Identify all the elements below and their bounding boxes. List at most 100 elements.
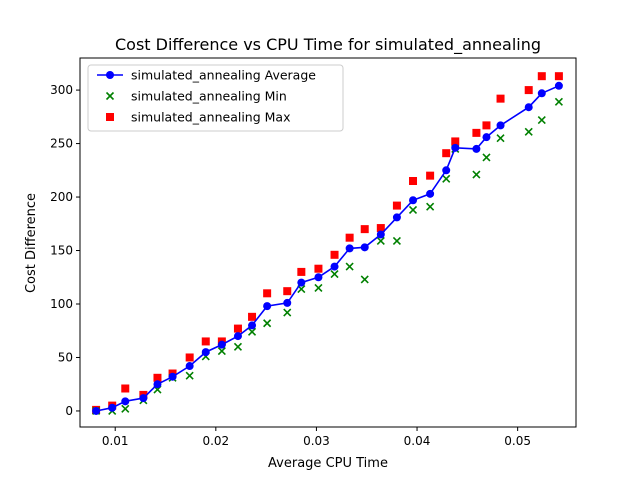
- min-point: [263, 319, 272, 328]
- average-point: [108, 403, 117, 412]
- average-point: [472, 144, 481, 153]
- x-marker-stroke: [283, 308, 292, 317]
- y-axis-label: Cost Difference: [24, 193, 39, 293]
- y-tick-label: 250: [50, 137, 73, 151]
- legend-label: simulated_annealing Min: [131, 89, 287, 104]
- min-point: [217, 346, 226, 356]
- max-point: [426, 171, 435, 180]
- max-point: [554, 72, 563, 81]
- max-point: [392, 201, 401, 210]
- max-point: [345, 233, 354, 242]
- min-point: [472, 170, 481, 179]
- average-point: [554, 81, 563, 90]
- x-marker-stroke: [217, 346, 226, 356]
- y-tick-label: 200: [50, 190, 73, 204]
- y-tick-label: 50: [58, 350, 73, 364]
- min-point: [524, 127, 533, 136]
- x-marker-stroke: [263, 319, 272, 328]
- legend-entry: simulated_annealing Min: [105, 89, 287, 104]
- min-point: [376, 236, 385, 245]
- average-point: [248, 321, 257, 330]
- y-tick-label: 0: [65, 404, 73, 418]
- average-point: [482, 133, 491, 142]
- min-point: [392, 236, 401, 245]
- average-point: [233, 332, 242, 341]
- max-point: [283, 287, 292, 296]
- x-marker-stroke: [472, 170, 481, 179]
- min-point: [185, 371, 194, 380]
- x-marker-stroke: [442, 174, 451, 183]
- max-point: [409, 177, 418, 185]
- min-point: [482, 153, 491, 162]
- min-point: [121, 404, 130, 413]
- max-point: [537, 72, 546, 81]
- average-point: [360, 243, 369, 252]
- min-point: [283, 308, 292, 317]
- min-point: [345, 262, 354, 271]
- average-point: [524, 103, 533, 112]
- min-point: [233, 342, 243, 351]
- average-point: [185, 362, 194, 371]
- x-axis-label: Average CPU Time: [268, 456, 388, 471]
- average-point: [330, 262, 339, 271]
- average-point: [345, 244, 354, 253]
- x-marker-stroke: [376, 236, 385, 245]
- average-point: [168, 372, 177, 381]
- legend: simulated_annealing Average simulated_ann…: [87, 64, 344, 132]
- max-point: [185, 353, 194, 362]
- max-point: [314, 264, 323, 273]
- average-point: [263, 302, 272, 311]
- legend-entry: simulated_annealing Average: [97, 68, 316, 83]
- legend-entry: simulated_annealing Max: [106, 110, 290, 125]
- x-marker-stroke: [554, 97, 563, 106]
- x-marker-stroke: [247, 327, 257, 336]
- max-point: [442, 149, 451, 158]
- max-point: [482, 121, 491, 130]
- x-tick-label: 0.01: [102, 434, 129, 448]
- min-point: [442, 174, 451, 183]
- average-point: [201, 348, 210, 357]
- legend-marker: [105, 91, 115, 101]
- legend-label: simulated_annealing Max: [131, 110, 290, 125]
- x-marker-stroke: [537, 115, 546, 125]
- y-tick-label: 300: [50, 83, 73, 97]
- min-point: [314, 283, 323, 293]
- average-point: [496, 121, 505, 130]
- plot-frame: [79, 57, 577, 428]
- max-point: [496, 94, 505, 103]
- average-point: [314, 273, 323, 282]
- x-marker-stroke: [524, 127, 533, 136]
- x-tick-label: 0.04: [404, 434, 431, 448]
- x-marker-stroke: [314, 283, 323, 293]
- x-marker-stroke: [360, 275, 369, 284]
- max-point: [153, 373, 162, 382]
- min-point: [426, 202, 435, 211]
- average-point: [153, 380, 162, 389]
- min-point: [408, 205, 418, 214]
- x-tick-label: 0.03: [303, 434, 330, 448]
- average-point: [139, 394, 148, 403]
- average-point: [121, 397, 130, 406]
- x-marker-stroke: [408, 205, 418, 214]
- x-tick-label: 0.02: [202, 434, 229, 448]
- min-point: [330, 269, 339, 279]
- average-point: [442, 166, 451, 175]
- average-point: [283, 298, 292, 307]
- x-marker-stroke: [482, 153, 491, 162]
- average-point: [409, 196, 418, 205]
- average-point: [537, 89, 546, 98]
- max-point: [330, 250, 339, 259]
- series-line-marker: [92, 81, 563, 415]
- x-marker-stroke: [297, 284, 306, 294]
- max-point: [248, 312, 257, 321]
- axis-ticks: 0.01 0.02 0.03 0.04 0.05 0 50 100 150 200 250 300: [50, 83, 531, 448]
- average-point: [451, 143, 460, 152]
- legend-box: [87, 64, 344, 132]
- max-point: [263, 289, 272, 298]
- average-point: [297, 278, 306, 287]
- average-point: [376, 230, 385, 239]
- max-point: [524, 86, 533, 95]
- average-point: [217, 340, 226, 349]
- x-tick-label: 0.05: [504, 434, 531, 448]
- legend-marker: [106, 71, 114, 79]
